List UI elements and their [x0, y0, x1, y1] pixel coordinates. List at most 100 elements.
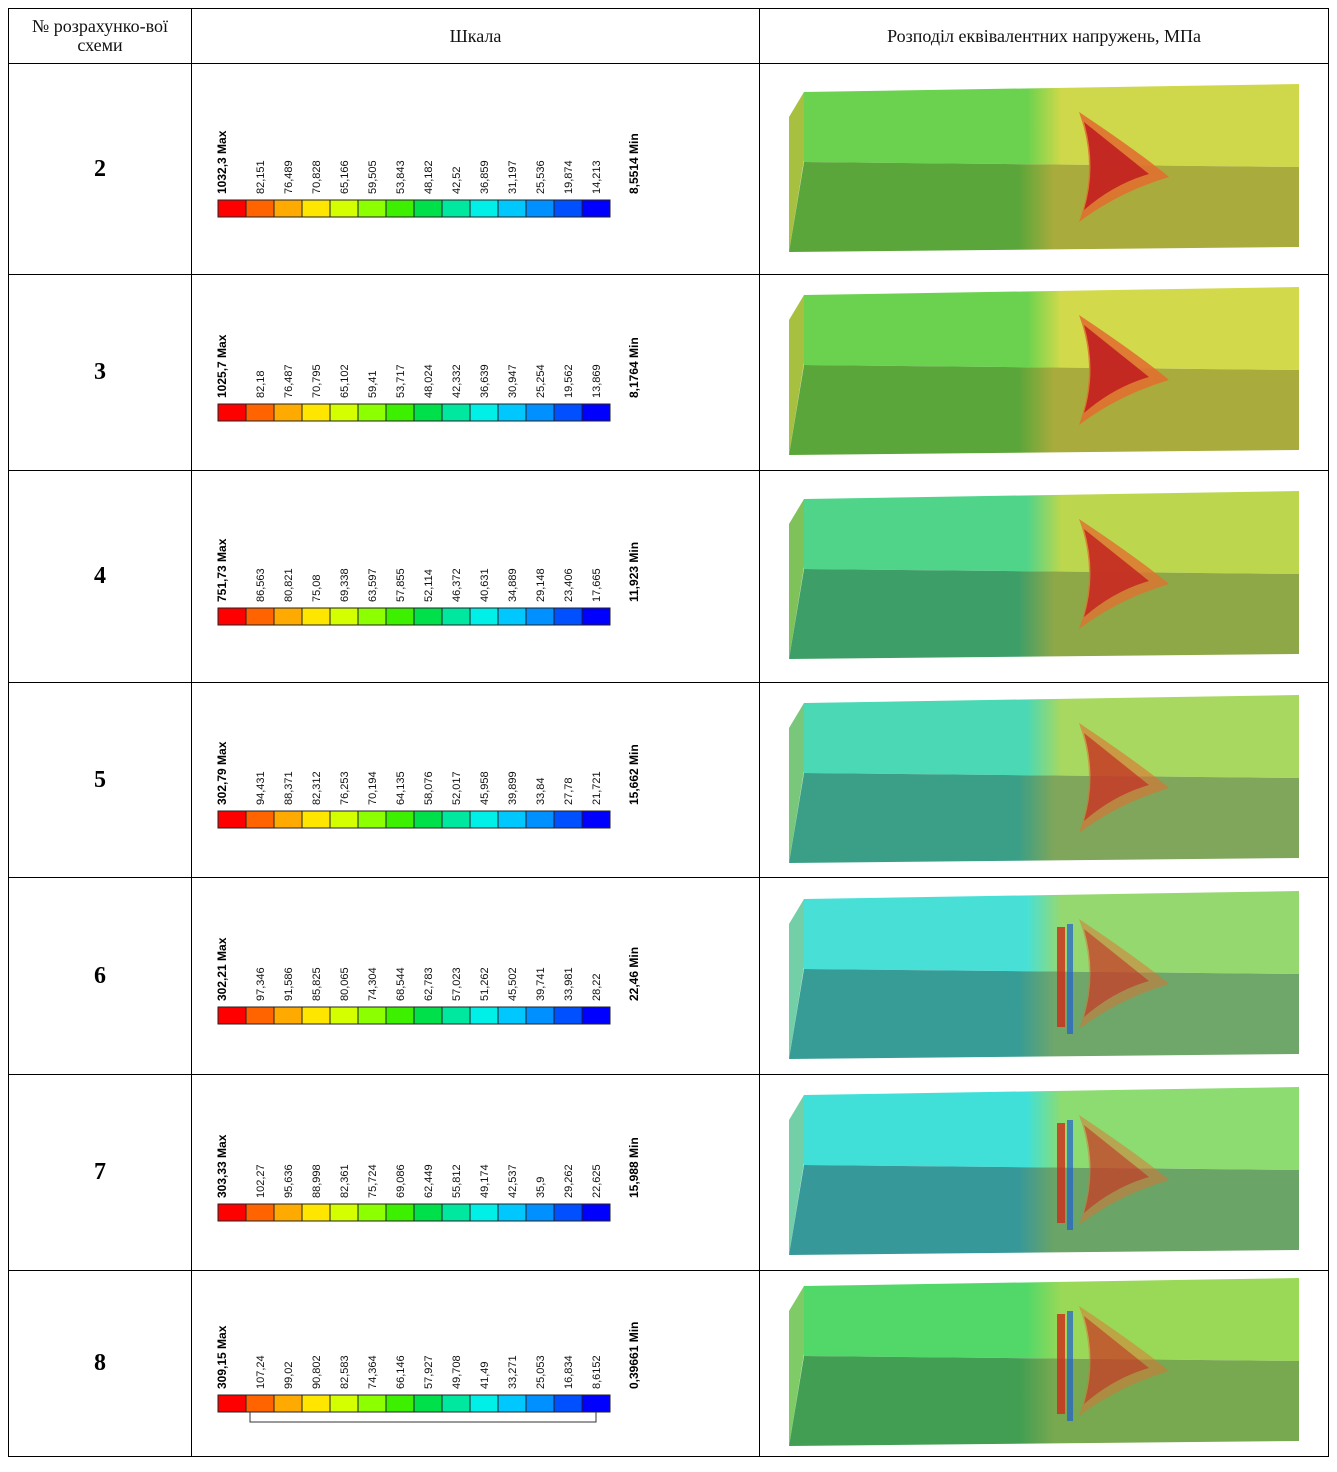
- legend-color-band: [217, 810, 247, 829]
- legend-color-band: [553, 1006, 583, 1025]
- legend-tick-label: 42,332: [451, 364, 463, 398]
- color-legend: 751,73 Max 86,563 80,821 75,08 69,338 63,597 5…: [215, 538, 641, 625]
- legend-tick-label: 36,859: [479, 160, 491, 194]
- legend-color-band: [245, 199, 275, 218]
- legend-color-band: [413, 607, 443, 625]
- legend-tick-label: 48,182: [423, 160, 435, 194]
- stress-distribution-cell: [759, 1074, 1329, 1271]
- model-end-face: [789, 898, 804, 1059]
- legend-tick-label: 31,197: [507, 160, 519, 194]
- legend-color-band: [581, 1006, 611, 1025]
- stress-distribution-cell: [759, 470, 1329, 683]
- high-stress-band: [1057, 1123, 1065, 1223]
- legend-color-band: [469, 607, 499, 625]
- legend-color-band: [413, 1006, 443, 1025]
- stress-model-image: [789, 1278, 1299, 1446]
- legend-color-band: [413, 1203, 443, 1221]
- stress-peak-zone: [1084, 732, 1149, 821]
- legend-color-band: [385, 1006, 415, 1025]
- legend-color-band: [525, 1203, 555, 1221]
- legend-color-band: [413, 199, 443, 218]
- legend-tick-label: 75,724: [367, 1164, 379, 1198]
- legend-tick-label: 19,562: [563, 364, 575, 398]
- model-end-face: [789, 1095, 804, 1255]
- legend-tick-label: 48,024: [423, 364, 435, 398]
- scheme-number: 7: [8, 1074, 192, 1271]
- scheme-number: 8: [8, 1270, 192, 1457]
- low-stress-band: [1067, 1311, 1073, 1421]
- legend-scale-cell: 751,73 Max 86,563 80,821 75,08 69,338 63,597 5…: [191, 470, 760, 683]
- legend-color-band: [581, 607, 611, 625]
- stress-peak-zone: [1084, 1316, 1149, 1404]
- legend-color-band: [469, 403, 499, 421]
- legend-tick-label: 97,346: [255, 967, 267, 1001]
- legend-tick-label: 82,583: [339, 1355, 351, 1389]
- legend-tick-label: 59,505: [367, 160, 379, 194]
- legend-color-band: [357, 607, 387, 625]
- legend-tick-label: 88,371: [283, 771, 295, 805]
- legend-min-label: 15,988 Min: [627, 1137, 641, 1198]
- legend-min-label: 0,39661 Min: [627, 1321, 641, 1388]
- legend-tick-label: 82,151: [255, 160, 267, 194]
- stress-peak-zone: [1084, 529, 1149, 617]
- legend-tick-label: 80,065: [339, 967, 351, 1001]
- legend-tick-label: 70,828: [311, 160, 323, 194]
- scheme-row: 3 1025,7 Max 82,18 76,487 70,795 65,102 59,41 5…: [8, 274, 1329, 471]
- legend-tick-label: 49,708: [451, 1355, 463, 1389]
- legend-color-band: [357, 1203, 387, 1221]
- legend-color-band: [441, 199, 471, 218]
- legend-color-band: [553, 1203, 583, 1221]
- legend-color-band: [273, 810, 303, 829]
- color-legend: 1025,7 Max 82,18 76,487 70,795 65,102 59,41 53…: [215, 334, 641, 421]
- legend-tick-label: 23,406: [563, 568, 575, 602]
- legend-color-band: [469, 199, 499, 218]
- scheme-number: 3: [8, 274, 192, 471]
- legend-tick-label: 59,41: [367, 370, 379, 398]
- model-front-face: [789, 365, 1299, 455]
- legend-color-band: [273, 1394, 303, 1412]
- legend-tick-label: 25,254: [535, 364, 547, 398]
- model-end-face: [789, 702, 804, 863]
- legend-color-band: [581, 199, 611, 218]
- high-stress-band: [1057, 926, 1065, 1027]
- legend-color-band: [497, 403, 527, 421]
- legend-tick-label: 57,927: [423, 1355, 435, 1389]
- legend-color-band: [245, 1203, 275, 1221]
- stress-model-image: [789, 287, 1299, 455]
- header-stress-distribution: Розподіл еквівалентних напружень, МПа: [759, 8, 1329, 64]
- color-legend: 302,21 Max 97,346 91,586 85,825 80,065 74,304…: [215, 937, 641, 1025]
- legend-min-label: 11,923 Min: [627, 541, 641, 601]
- legend-color-band: [441, 403, 471, 421]
- legend-color-band: [217, 199, 247, 218]
- legend-tick-label: 82,361: [339, 1164, 351, 1198]
- legend-tick-label: 34,889: [507, 568, 519, 602]
- legend-tick-label: 14,213: [591, 160, 603, 194]
- color-legend: 309,15 Max 107,24 99,02 90,802 82,583 74,364 6…: [215, 1321, 641, 1422]
- legend-tick-label: 76,489: [283, 160, 295, 194]
- legend-max-label: 309,15 Max: [215, 1325, 229, 1389]
- legend-tick-label: 107,24: [255, 1355, 267, 1389]
- color-legend: 303,33 Max 102,27 95,636 88,998 82,361 75,724…: [215, 1134, 641, 1221]
- legend-tick-label: 39,741: [535, 967, 547, 1001]
- legend-tick-label: 21,721: [591, 771, 603, 805]
- legend-color-band: [357, 199, 387, 218]
- model-front-face: [789, 968, 1299, 1059]
- legend-color-band: [413, 403, 443, 421]
- legend-color-band: [441, 810, 471, 829]
- legend-color-band: [329, 810, 359, 829]
- legend-tick-label: 94,431: [255, 771, 267, 805]
- model-end-face: [789, 1286, 804, 1446]
- legend-color-band: [553, 607, 583, 625]
- stress-model-image: [789, 83, 1299, 252]
- scheme-number: 2: [8, 63, 192, 275]
- legend-max-label: 302,21 Max: [215, 937, 229, 1001]
- legend-color-band: [385, 1394, 415, 1412]
- legend-color-band: [413, 810, 443, 829]
- legend-min-label: 8,5514 Min: [627, 133, 641, 194]
- low-stress-band: [1067, 923, 1073, 1034]
- scheme-row: 2 1032,3 Max 82,151 76,489 70,828 65,166 59,50…: [8, 63, 1329, 275]
- legend-min-label: 8,1764 Min: [627, 337, 641, 398]
- legend-tick-label: 86,563: [255, 568, 267, 602]
- scheme-row: 5 302,79 Max 94,431 88,371 82,312 76,253 70,19…: [8, 682, 1329, 878]
- legend-tick-label: 90,802: [311, 1355, 323, 1389]
